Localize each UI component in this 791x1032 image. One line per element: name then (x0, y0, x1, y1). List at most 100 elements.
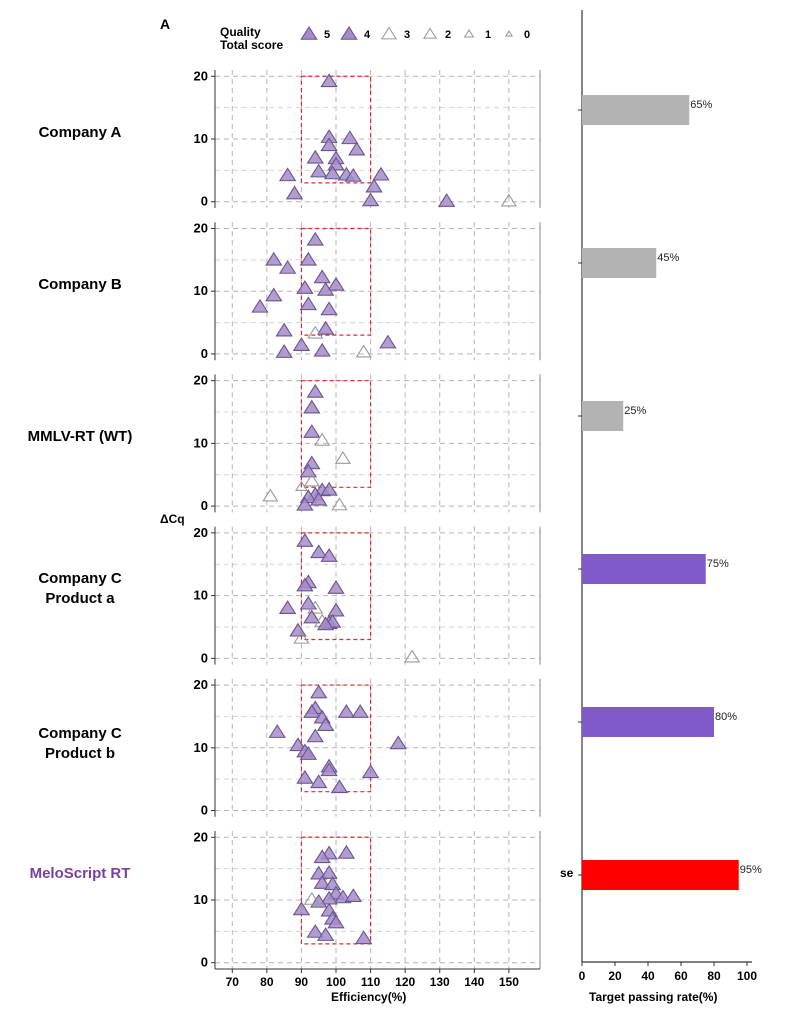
acceptance-window-box (300, 227, 372, 336)
scatter-panel: 0 10 20 (194, 525, 541, 665)
row-label-line1: MMLV-RT (WT) (27, 428, 133, 445)
data-point-triangle (296, 532, 314, 547)
row-label-meloscript-rt: MeloScript RT (0, 864, 180, 884)
row-label-line1: Company C (38, 725, 122, 742)
bar (582, 248, 657, 278)
data-point-triangle (316, 281, 335, 296)
scatter-panel: 0 10 20 (194, 220, 541, 361)
bar (582, 707, 714, 737)
data-point-triangle (313, 269, 331, 284)
bar-chart: 0 20 40 60 80 100 65% 45% 25% 75% 80% 95% (578, 10, 762, 983)
cut-off-category-label: se (560, 866, 574, 880)
data-point-triangle (314, 432, 331, 446)
x-tick-label: 100 (326, 975, 346, 989)
legend-level-label: 2 (445, 29, 452, 41)
data-point-triangle (306, 923, 324, 938)
row-label-mmlv-rt-wt: MMLV-RT (WT) (0, 427, 180, 447)
data-point-triangle (293, 630, 310, 644)
legend-title: Quality Total score (220, 26, 283, 52)
legend-symbols (300, 25, 514, 40)
row-label-line1: Company A (38, 124, 122, 141)
data-point-triangle (296, 496, 314, 511)
legend-level-label: 3 (404, 29, 411, 41)
data-point-triangle (310, 163, 328, 178)
data-point-triangle (348, 141, 366, 156)
y-tick-label: 10 (194, 588, 208, 603)
bar-value-label: 95% (740, 864, 762, 876)
data-point-triangle (306, 728, 324, 743)
data-point-triangle (278, 167, 297, 182)
bar-x-tick-label: 60 (674, 969, 688, 983)
row-label-line2: Product a (45, 590, 115, 607)
data-point-triangle (303, 424, 321, 438)
x-tick-label: 140 (464, 975, 484, 989)
data-point-triangle (303, 473, 320, 487)
data-point-triangle (316, 320, 335, 335)
data-point-triangle (327, 914, 345, 929)
legend-symbol-triangle (340, 25, 358, 40)
data-point-triangle (354, 930, 373, 945)
data-point-triangle (251, 298, 269, 313)
bar-value-label: 45% (657, 252, 679, 264)
data-point-triangle (278, 259, 297, 274)
row-label-company-c-product-a: Company C Product a (0, 569, 180, 609)
data-point-triangle (320, 137, 338, 152)
row-label-company-b: Company B (0, 275, 180, 295)
y-tick-label: 10 (194, 283, 208, 298)
bar-x-tick-label: 40 (641, 969, 655, 983)
data-point-triangle (379, 334, 397, 349)
y-tick-label: 20 (194, 525, 208, 540)
scatter-panel: 0 10 20 (194, 68, 541, 209)
y-tick-label: 0 (201, 650, 208, 665)
data-point-triangle (296, 769, 314, 784)
data-point-triangle (307, 325, 324, 339)
y-tick-label: 0 (201, 194, 208, 209)
y-tick-label: 20 (194, 829, 208, 844)
acceptance-window-box (300, 836, 372, 945)
y-tick-label: 10 (194, 131, 208, 146)
y-tick-label: 10 (194, 740, 208, 755)
row-label-line1: Company B (38, 276, 122, 293)
bar (582, 860, 739, 890)
data-point-triangle (344, 888, 362, 903)
data-point-triangle (306, 149, 324, 164)
data-point-triangle (320, 864, 338, 879)
bar (582, 554, 706, 584)
bar-x-tick-label: 80 (707, 969, 721, 983)
data-point-triangle (303, 399, 321, 414)
data-point-triangle (334, 450, 352, 464)
data-point-triangle (437, 193, 456, 207)
data-point-triangle (320, 73, 338, 88)
acceptance-window-box (300, 380, 372, 488)
data-point-triangle (292, 901, 311, 916)
x-tick-label: 130 (430, 975, 450, 989)
legend-symbol-triangle (504, 30, 514, 37)
scatter-panel: 0 10 20 (194, 829, 541, 970)
data-point-triangle (320, 762, 338, 777)
data-point-triangle (316, 616, 335, 631)
data-point-triangle (278, 600, 297, 614)
data-point-triangle (299, 463, 318, 478)
y-tick-label: 0 (201, 803, 208, 818)
scatter-panels: 0 10 20 0 10 20 0 10 20 0 10 20 0 10 20 0 10 20 70 80 90 100 1… (194, 68, 541, 989)
data-point-triangle (268, 724, 286, 738)
data-point-triangle (299, 296, 318, 311)
data-point-triangle (361, 764, 380, 779)
x-tick-label: 150 (499, 975, 519, 989)
row-label-line1: MeloScript RT (29, 865, 131, 882)
legend-level-label: 0 (524, 29, 531, 41)
data-point-triangle (337, 844, 356, 859)
data-point-triangle (323, 165, 342, 180)
data-point-triangle (327, 602, 345, 617)
bar-value-label: 80% (715, 711, 737, 723)
x-tick-label: 70 (226, 975, 240, 989)
data-point-triangle (500, 193, 518, 207)
data-point-triangle (299, 746, 318, 760)
y-tick-label: 20 (194, 373, 208, 388)
data-point-triangle (365, 178, 383, 193)
data-point-triangle (372, 166, 390, 181)
data-point-triangle (320, 481, 338, 496)
data-point-triangle (296, 577, 314, 592)
data-point-triangle (327, 276, 345, 291)
data-point-triangle (351, 704, 369, 718)
